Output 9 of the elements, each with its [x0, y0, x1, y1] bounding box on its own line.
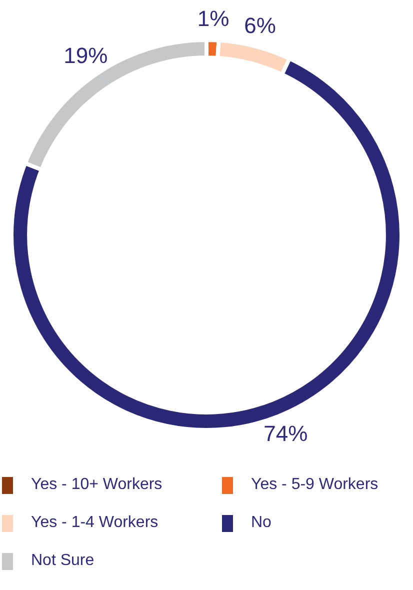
legend-label: Not Sure [31, 552, 94, 570]
legend-label: Yes - 10+ Workers [31, 476, 162, 494]
legend-label: Yes - 5-9 Workers [251, 476, 378, 494]
data-label: 1% [197, 6, 230, 32]
data-label: 74% [264, 420, 308, 446]
data-label: 19% [64, 43, 108, 68]
data-label: 6% [244, 12, 276, 38]
legend-label: Yes - 1-4 Workers [31, 514, 158, 532]
legend-label: No [251, 514, 272, 532]
